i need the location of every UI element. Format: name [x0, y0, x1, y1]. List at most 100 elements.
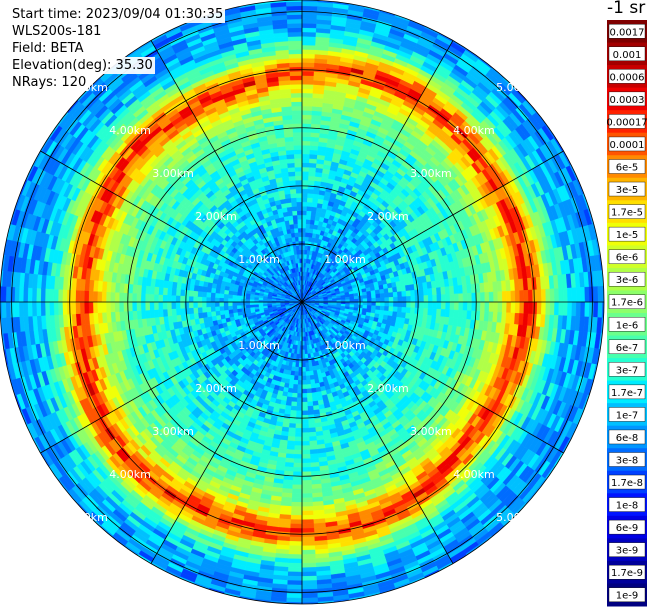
- heatmap-cell: [301, 436, 310, 442]
- heatmap-cell: [353, 295, 359, 300]
- heatmap-cell: [301, 31, 317, 37]
- heatmap-cell: [309, 219, 316, 225]
- heatmap-cell: [427, 294, 433, 303]
- heatmap-cell: [493, 291, 499, 303]
- heatmap-cell: [305, 375, 311, 381]
- heatmap-cell: [301, 92, 314, 98]
- heatmap-cell: [306, 214, 312, 220]
- heatmap-cell: [301, 419, 309, 425]
- heatmap-cell: [301, 179, 309, 185]
- heatmap-cell: [293, 449, 303, 455]
- heatmap-cell: [301, 554, 316, 560]
- heatmap-cell: [362, 298, 368, 303]
- heatmap-cell: [410, 289, 416, 297]
- heatmap-cell: [301, 440, 310, 446]
- heatmap-cell: [301, 114, 313, 120]
- heatmap-cell: [333, 602, 351, 604]
- heatmap-cell: [301, 445, 311, 451]
- heatmap-cell: [436, 301, 442, 310]
- heatmap-cell: [301, 480, 312, 486]
- heatmap-cell: [306, 388, 312, 394]
- heatmap-cell: [449, 309, 455, 319]
- heatmap-cell: [362, 294, 368, 300]
- heatmap-cell: [221, 596, 239, 604]
- heatmap-cell: [301, 462, 311, 468]
- heatmap-cell: [301, 5, 318, 11]
- heatmap-cell: [293, 375, 299, 381]
- heatmap-cell: [301, 123, 312, 129]
- heatmap-cell: [301, 158, 310, 164]
- heatmap-cell: [349, 296, 355, 300]
- heatmap-cell: [293, 453, 303, 460]
- heatmap-cell: [458, 293, 464, 303]
- heatmap-cell: [444, 286, 451, 295]
- heatmap-cell: [301, 432, 310, 438]
- heatmap-cell: [301, 218, 307, 224]
- heatmap-cell: [308, 175, 316, 181]
- heatmap-cell: [384, 297, 390, 303]
- heatmap-cell: [306, 197, 314, 203]
- heatmap-cell: [288, 423, 296, 429]
- heatmap-cell: [290, 506, 303, 512]
- heatmap-cell: [289, 532, 303, 538]
- heatmap-cell: [440, 294, 446, 303]
- heatmap-cell: [405, 290, 411, 297]
- heatmap-cell: [309, 379, 316, 385]
- heatmap-cell: [301, 497, 313, 503]
- heatmap-cell: [291, 501, 303, 507]
- heatmap-cell: [380, 297, 386, 303]
- heatmap-cell: [366, 298, 372, 303]
- heatmap-cell: [554, 301, 560, 316]
- heatmap-cell: [374, 289, 381, 295]
- heatmap-cell: [308, 166, 317, 173]
- heatmap-cell: [410, 301, 416, 309]
- heatmap-cell: [294, 436, 303, 442]
- heatmap-cell: [457, 284, 464, 295]
- heatmap-cell: [301, 75, 315, 81]
- heatmap-cell: [380, 301, 386, 307]
- heatmap-cell: [291, 392, 298, 398]
- heatmap-cell: [308, 436, 317, 442]
- heatmap-cell: [580, 301, 586, 318]
- heatmap-cell: [305, 379, 311, 385]
- heatmap-cell: [304, 236, 310, 242]
- heatmap-cell: [301, 362, 306, 368]
- heatmap-cell: [593, 301, 599, 318]
- heatmap-cell: [527, 289, 534, 303]
- heatmap-cell: [292, 475, 303, 481]
- heatmap-cell: [301, 14, 318, 20]
- heatmap-cell: [445, 301, 451, 311]
- heatmap-cell: [286, 593, 303, 599]
- heatmap-cell: [305, 366, 310, 372]
- heatmap-cell: [301, 584, 318, 590]
- heatmap-cell: [289, 527, 303, 534]
- heatmap-cell: [308, 171, 316, 177]
- heatmap-cell: [301, 575, 317, 582]
- heatmap-cell: [301, 388, 308, 394]
- heatmap-cell: [536, 301, 542, 315]
- heatmap-cell: [301, 501, 313, 507]
- heatmap-cell: [286, 597, 303, 603]
- heatmap-cell: [591, 380, 601, 398]
- heatmap-cell: [253, 602, 271, 604]
- heatmap-cell: [301, 384, 307, 390]
- heatmap-cell: [467, 301, 473, 312]
- heatmap-cell: [379, 305, 385, 311]
- heatmap-cell: [285, 449, 295, 455]
- heatmap-cell: [301, 593, 318, 599]
- heatmap-cell: [458, 301, 464, 311]
- heatmap-cell: [293, 379, 299, 385]
- heatmap-cell: [301, 136, 311, 142]
- heatmap-cell: [301, 406, 308, 412]
- heatmap-cell: [405, 307, 411, 314]
- heatmap-cell: [301, 184, 309, 190]
- heatmap-cell: [571, 301, 577, 317]
- heatmap-cell: [506, 301, 512, 314]
- heatmap-cell: [540, 288, 547, 303]
- heatmap-cell: [414, 295, 420, 303]
- heatmap-cell: [301, 571, 317, 577]
- heatmap-cell: [308, 427, 316, 433]
- heatmap-cell: [296, 393, 303, 399]
- heatmap-cell: [308, 361, 313, 368]
- heatmap-cell: [284, 457, 295, 464]
